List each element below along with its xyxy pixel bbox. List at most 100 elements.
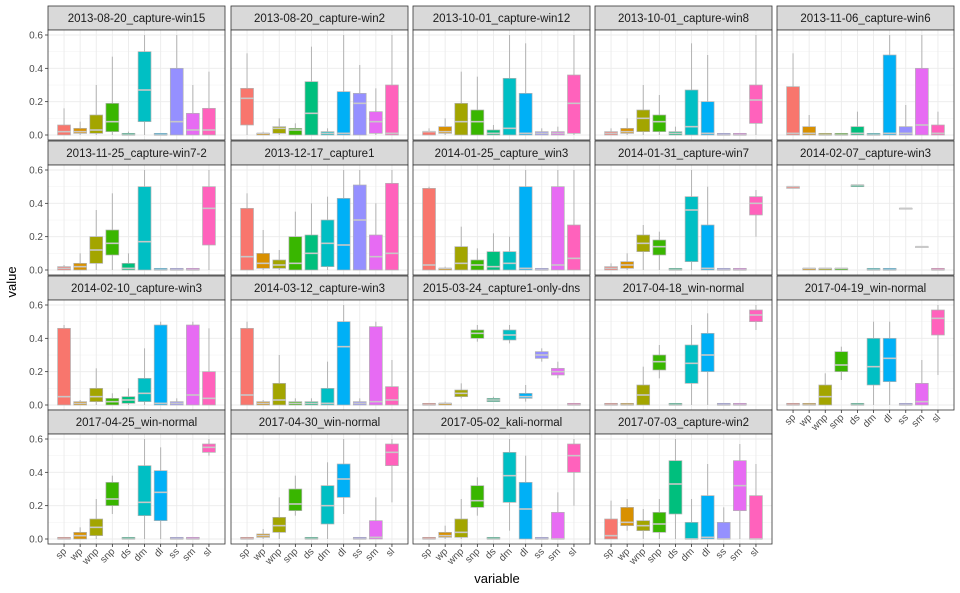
facet-panel: 2013-08-20_capture-win15 0.0 0.2 0.4 0.6 bbox=[29, 5, 226, 142]
box-dm bbox=[502, 77, 517, 136]
box-sp bbox=[57, 124, 71, 136]
box-wnp bbox=[272, 516, 287, 533]
y-tick-label: 0.0 bbox=[29, 535, 43, 546]
box-snp bbox=[105, 229, 120, 256]
box-wnp bbox=[454, 102, 469, 136]
x-tick-label: sp bbox=[54, 546, 70, 562]
box-sp bbox=[240, 207, 254, 271]
facet-panel: 2013-11-06_capture-win6 bbox=[776, 5, 955, 141]
x-tick-label: sm bbox=[728, 546, 745, 563]
facet-strip bbox=[230, 140, 409, 166]
box-ds bbox=[486, 129, 501, 136]
box-snp bbox=[470, 109, 485, 136]
x-tick-label: sl bbox=[201, 546, 214, 559]
box-sl bbox=[567, 224, 581, 271]
x-tick-label: dm bbox=[497, 546, 515, 564]
box-sl bbox=[749, 495, 763, 540]
box-sm bbox=[915, 67, 929, 136]
box-dl bbox=[700, 224, 715, 271]
box-dl bbox=[153, 324, 168, 406]
box-snp bbox=[288, 488, 303, 512]
y-axis-title: value bbox=[4, 266, 19, 297]
box-ss bbox=[169, 67, 184, 136]
facet-strip-label: 2013-10-01_capture-win8 bbox=[618, 13, 749, 25]
facet-panel: 2014-02-07_capture-win3 bbox=[776, 140, 955, 276]
box-dl bbox=[700, 495, 715, 540]
box-dl bbox=[336, 91, 351, 136]
box-dl bbox=[336, 463, 351, 498]
box-sm bbox=[369, 520, 383, 540]
box-wnp bbox=[272, 259, 287, 269]
box-wp bbox=[438, 531, 452, 538]
y-tick-label: 0.2 bbox=[29, 232, 43, 243]
box-sm bbox=[369, 111, 383, 134]
box-sm bbox=[369, 326, 383, 406]
facet-strip bbox=[594, 5, 773, 31]
box-dm bbox=[137, 465, 152, 517]
facet-panel: 2013-08-20_capture-win2 bbox=[230, 5, 409, 141]
box-dl bbox=[700, 101, 715, 136]
facet-strip-label: 2014-02-10_capture-win3 bbox=[71, 283, 202, 295]
box-snp bbox=[652, 239, 667, 256]
box-sl bbox=[385, 182, 399, 271]
box-wp bbox=[438, 126, 452, 134]
x-tick-label: dm bbox=[315, 546, 333, 564]
panel-border bbox=[776, 299, 955, 411]
facet-panels: 2013-08-20_capture-win15 0.0 0.2 0.4 0.6 2013… bbox=[29, 5, 955, 568]
x-tick-label: ss bbox=[896, 412, 911, 427]
x-axis-title: variable bbox=[474, 571, 520, 586]
box-dm bbox=[684, 344, 699, 384]
x-tick-label: sp bbox=[601, 546, 617, 562]
facet-strip bbox=[594, 275, 773, 301]
facet-strip-label: 2014-03-12_capture-win3 bbox=[254, 283, 385, 295]
facet-panel: 2014-01-31_capture-win7 bbox=[594, 140, 773, 276]
box-ss bbox=[716, 521, 731, 540]
box-dm bbox=[137, 377, 152, 403]
panel-border bbox=[776, 164, 955, 276]
facet-strip-label: 2013-08-20_capture-win15 bbox=[68, 13, 205, 25]
box-wp bbox=[256, 252, 270, 269]
box-dl bbox=[336, 321, 351, 406]
box-dm bbox=[137, 51, 152, 123]
box-wnp bbox=[636, 109, 651, 133]
panel-border bbox=[230, 29, 409, 141]
box-dl bbox=[518, 186, 533, 271]
box-dm bbox=[684, 521, 699, 540]
y-tick-label: 0.6 bbox=[29, 31, 43, 42]
panel-border bbox=[412, 29, 591, 141]
facet-strip bbox=[47, 409, 226, 435]
box-ds bbox=[304, 234, 319, 271]
facet-strip-label: 2013-11-06_capture-win6 bbox=[800, 13, 930, 25]
y-tick-label: 0.0 bbox=[29, 266, 43, 277]
x-tick-label: sl bbox=[930, 412, 943, 425]
box-dm bbox=[684, 196, 699, 263]
facet-strip-label: 2013-08-20_capture-win2 bbox=[254, 13, 385, 25]
facet-strip-label: 2014-01-25_capture_win3 bbox=[435, 148, 569, 160]
box-wp bbox=[620, 127, 634, 134]
box-sp bbox=[240, 327, 254, 406]
facet-panel: 2017-04-18_win-normal bbox=[594, 275, 773, 411]
box-sl bbox=[385, 443, 399, 467]
y-tick-label: 0.6 bbox=[29, 166, 43, 177]
box-snp bbox=[470, 329, 485, 339]
box-ds bbox=[121, 262, 136, 271]
x-tick-label: ss bbox=[350, 546, 365, 561]
box-wnp bbox=[454, 518, 469, 538]
x-tick-label: snp bbox=[98, 546, 117, 565]
box-sl bbox=[202, 371, 216, 406]
box-sl bbox=[567, 443, 581, 473]
x-tick-label: ds bbox=[665, 546, 680, 561]
box-ss bbox=[352, 92, 367, 136]
box-dl bbox=[336, 197, 351, 271]
y-tick-label: 0.4 bbox=[29, 64, 43, 75]
x-tick-label: sl bbox=[748, 546, 761, 559]
facet-strip bbox=[230, 409, 409, 435]
x-tick-label: ss bbox=[714, 546, 729, 561]
x-tick-label: snp bbox=[281, 546, 300, 565]
facet-strip-label: 2017-05-02_kali-normal bbox=[441, 417, 562, 429]
panel-border bbox=[412, 164, 591, 276]
facet-strip-label: 2017-04-19_win-normal bbox=[805, 283, 926, 295]
